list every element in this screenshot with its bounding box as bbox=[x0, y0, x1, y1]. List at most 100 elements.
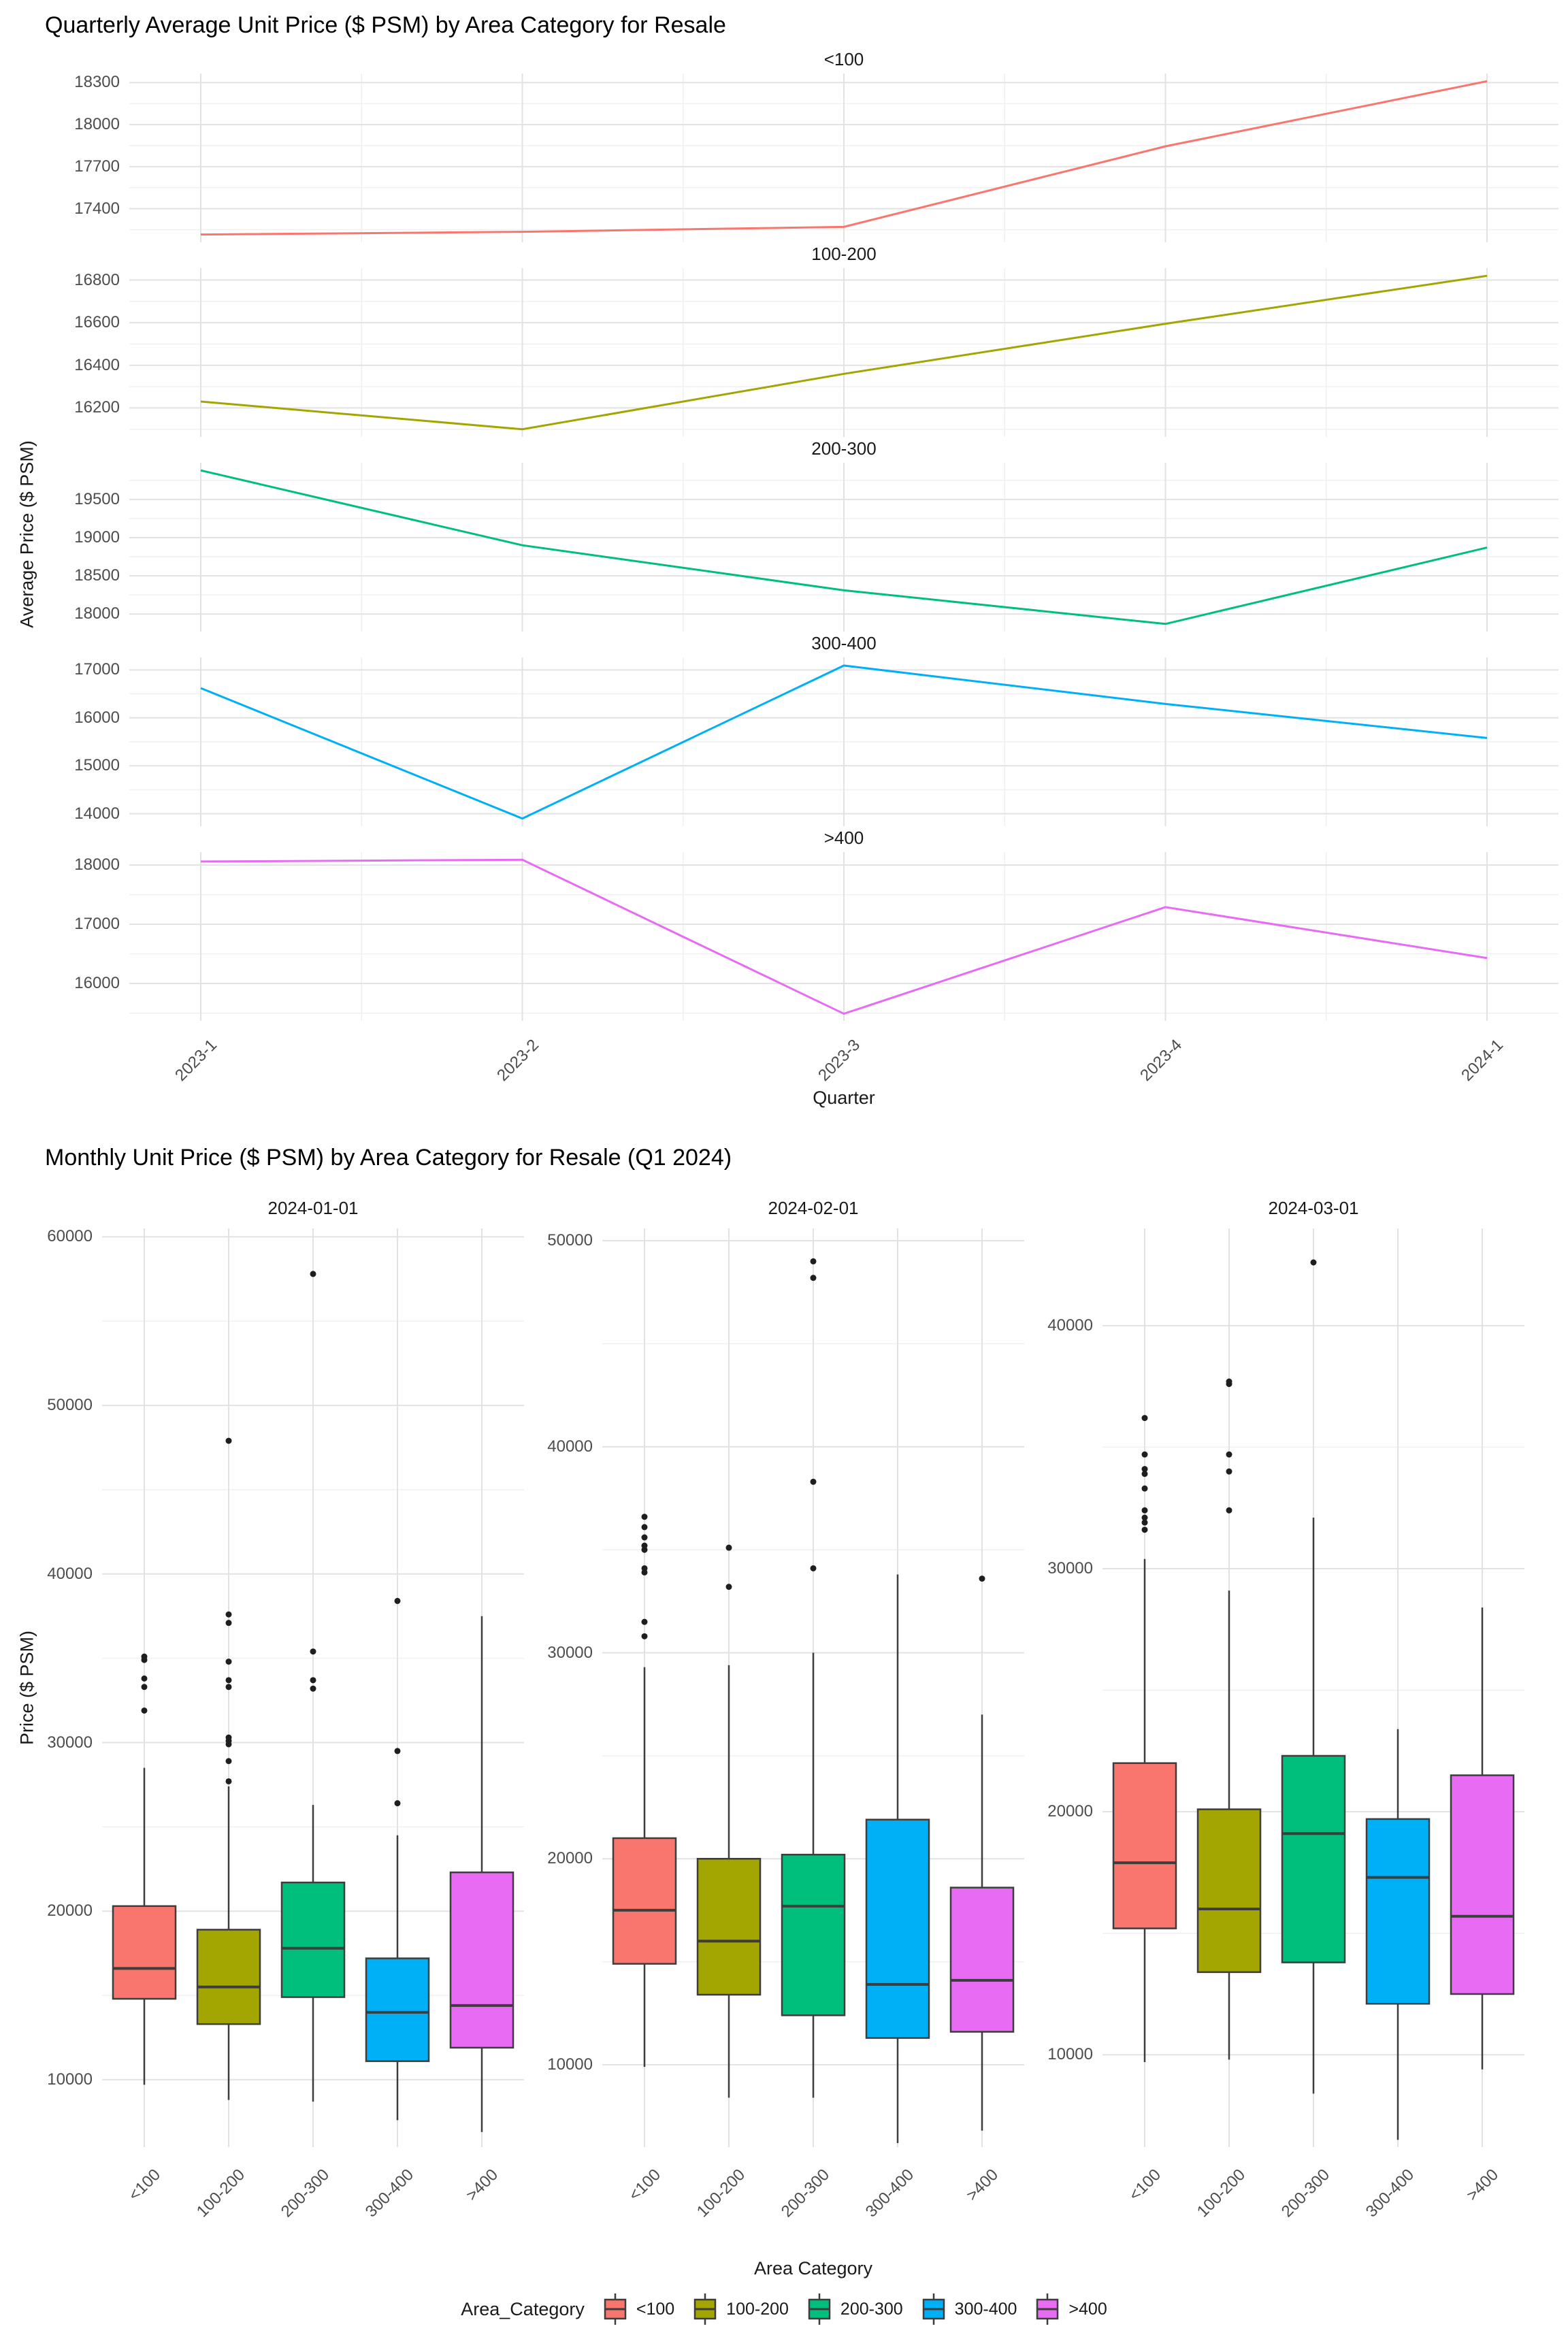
category-tick-label: <100 bbox=[125, 2166, 165, 2205]
facet-strip-label: 200-300 bbox=[811, 438, 877, 459]
outlier-point bbox=[810, 1478, 817, 1485]
line-facet-svg bbox=[129, 463, 1558, 632]
y-tick-label: 50000 bbox=[47, 1396, 93, 1415]
boxplot bbox=[112, 1653, 177, 2085]
outlier-point bbox=[1141, 1507, 1148, 1514]
data-line bbox=[200, 274, 1488, 431]
category-tick-label: 100-200 bbox=[693, 2166, 749, 2221]
legend-title: Area_Category bbox=[461, 2298, 585, 2319]
category-tick-label: 200-300 bbox=[1277, 2166, 1334, 2221]
outlier-point bbox=[1141, 1466, 1148, 1473]
y-tick-label: 16200 bbox=[74, 398, 120, 417]
boxplot bbox=[1450, 1607, 1515, 2070]
legend-item-label: <100 bbox=[636, 2299, 675, 2319]
outlier-point bbox=[641, 1524, 648, 1531]
outlier-point bbox=[1141, 1451, 1148, 1458]
line-facet-panel bbox=[129, 657, 1558, 826]
outlier-point bbox=[810, 1258, 817, 1264]
y-tick-label: 40000 bbox=[1047, 1316, 1093, 1335]
y-tick-label: 30000 bbox=[547, 1643, 593, 1662]
category-tick-label: 100-200 bbox=[193, 2166, 249, 2221]
outlier-point bbox=[1141, 1514, 1148, 1521]
data-line bbox=[200, 858, 1488, 1015]
outlier-point bbox=[310, 1648, 316, 1655]
category-tick-label: 300-400 bbox=[862, 2166, 918, 2221]
legend-item: 200-300 bbox=[806, 2292, 903, 2326]
outlier-point bbox=[394, 1800, 401, 1807]
legend: Area_Category <100 100-200 200-300 300-400 >… bbox=[0, 2292, 1568, 2326]
outlier-point bbox=[641, 1542, 648, 1549]
quarterly-x-axis-labels: 2023-1 2023-2 2023-3 2023-4 2024-1 bbox=[0, 1029, 1568, 1090]
outlier-point bbox=[725, 1544, 732, 1551]
y-tick-label: 19000 bbox=[74, 527, 120, 546]
legend-item: 300-400 bbox=[921, 2292, 1017, 2326]
y-tick-label: 18500 bbox=[74, 566, 120, 585]
boxplot bbox=[781, 1258, 846, 2098]
outlier-point bbox=[225, 1437, 232, 1444]
quarter-tick-label: 2023-2 bbox=[493, 1036, 542, 1085]
legend-item-label: >400 bbox=[1068, 2299, 1107, 2319]
line-facet-svg bbox=[129, 852, 1558, 1021]
facet-strip-label: 2024-03-01 bbox=[1268, 1198, 1359, 1218]
outlier-point bbox=[1310, 1259, 1317, 1266]
facet-strip-label: >400 bbox=[823, 828, 864, 848]
line-facet-svg bbox=[129, 657, 1558, 826]
outlier-point bbox=[394, 1748, 401, 1754]
y-tick-label: 15000 bbox=[74, 756, 120, 775]
facet-strip-label: 2024-01-01 bbox=[267, 1198, 359, 1218]
category-tick-label: 100-200 bbox=[1193, 2166, 1250, 2221]
line-facet-svg bbox=[129, 74, 1558, 242]
monthly-facets-area: 2024-01-01 10000 20000 30000 40000 50000 60000… bbox=[0, 1192, 1568, 2151]
outlier-point bbox=[1226, 1378, 1232, 1385]
y-tick-label: 18000 bbox=[74, 115, 120, 134]
category-tick-label: 300-400 bbox=[361, 2166, 418, 2221]
quarter-tick-label: 2023-3 bbox=[815, 1036, 864, 1085]
y-tick-label: 18000 bbox=[74, 604, 120, 623]
line-facet-svg bbox=[129, 268, 1558, 437]
outlier-point bbox=[310, 1677, 316, 1684]
y-tick-label: 17000 bbox=[74, 915, 120, 934]
y-tick-label: 30000 bbox=[1047, 1559, 1093, 1578]
legend-item: >400 bbox=[1034, 2292, 1107, 2326]
facet-strip-label: <100 bbox=[823, 49, 864, 69]
y-tick-label: 17000 bbox=[74, 660, 120, 679]
box-facet-svg bbox=[1102, 1228, 1524, 2147]
boxplot bbox=[865, 1574, 930, 2143]
line-facet-panel bbox=[129, 74, 1558, 242]
quarterly-chart-title: Quarterly Average Unit Price ($ PSM) by … bbox=[45, 12, 726, 38]
legend-item: <100 bbox=[602, 2292, 674, 2326]
line-facet-panel bbox=[129, 852, 1558, 1021]
y-tick-label: 18300 bbox=[74, 73, 120, 92]
boxplot bbox=[1196, 1378, 1262, 2060]
box-facet-svg bbox=[602, 1228, 1024, 2147]
boxplot bbox=[612, 1514, 677, 2067]
legend-item-label: 100-200 bbox=[726, 2299, 789, 2319]
outlier-point bbox=[1141, 1519, 1148, 1526]
outlier-point bbox=[310, 1271, 316, 1277]
outlier-point bbox=[141, 1653, 148, 1660]
facet-strip-label: 100-200 bbox=[811, 244, 877, 264]
y-tick-label: 10000 bbox=[1047, 2045, 1093, 2064]
boxplot bbox=[949, 1575, 1015, 2131]
boxplot bbox=[449, 1616, 514, 2132]
outlier-point bbox=[1141, 1526, 1148, 1533]
outlier-point bbox=[1141, 1485, 1148, 1492]
outlier-point bbox=[641, 1534, 648, 1541]
data-line bbox=[200, 469, 1488, 625]
quarter-tick-label: 2023-4 bbox=[1136, 1036, 1186, 1085]
category-tick-label: 200-300 bbox=[777, 2166, 834, 2221]
outlier-point bbox=[225, 1611, 232, 1618]
box-facet-svg bbox=[102, 1228, 524, 2147]
outlier-point bbox=[225, 1758, 232, 1765]
boxplot-key-icon bbox=[808, 2293, 831, 2325]
y-tick-label: 10000 bbox=[547, 2055, 593, 2074]
category-tick-label: 300-400 bbox=[1362, 2166, 1418, 2221]
boxplot bbox=[696, 1544, 762, 2098]
boxplot bbox=[1365, 1729, 1431, 2140]
category-tick-label: >400 bbox=[1463, 2166, 1503, 2205]
box-facet-panel bbox=[102, 1228, 524, 2147]
box-facet-panel bbox=[602, 1228, 1024, 2147]
y-tick-label: 17700 bbox=[74, 157, 120, 176]
data-line bbox=[200, 664, 1488, 820]
